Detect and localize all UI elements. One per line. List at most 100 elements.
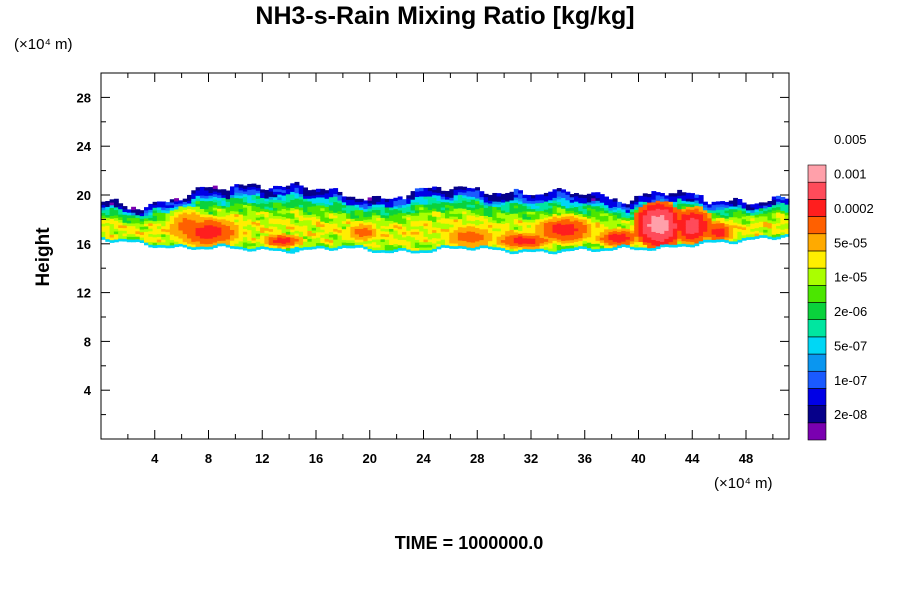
field-cell <box>268 217 274 222</box>
field-cell <box>294 216 300 221</box>
field-cell <box>599 204 605 209</box>
field-cell <box>681 221 687 226</box>
field-cell <box>496 222 502 226</box>
field-cell <box>500 244 506 249</box>
field-cell <box>535 221 541 225</box>
field-cell <box>660 235 665 240</box>
field-cell <box>268 204 274 208</box>
field-cell <box>204 203 210 207</box>
field-cell <box>238 213 244 218</box>
field-cell <box>316 231 321 236</box>
field-cell <box>672 220 678 224</box>
field-cell <box>242 228 248 232</box>
field-cell <box>187 229 192 234</box>
field-cell <box>694 197 700 201</box>
field-cell <box>728 224 734 228</box>
field-cell <box>311 192 317 196</box>
field-cell <box>363 208 369 212</box>
field-cell <box>436 189 442 193</box>
field-cell <box>440 206 446 211</box>
field-cell <box>376 246 382 251</box>
field-cell <box>565 213 571 217</box>
field-cell <box>475 246 480 250</box>
field-cell <box>384 212 390 216</box>
field-cell <box>608 207 614 211</box>
field-cell <box>337 232 343 236</box>
field-cell <box>182 238 188 243</box>
field-cell <box>234 205 240 209</box>
field-cell <box>436 211 442 215</box>
field-cell <box>707 212 713 216</box>
field-cell <box>204 192 210 196</box>
field-cell <box>199 224 205 228</box>
field-cell <box>247 240 253 244</box>
field-cell <box>586 196 592 200</box>
field-cell <box>771 201 777 206</box>
field-cell <box>586 209 592 214</box>
field-cell <box>574 217 579 221</box>
field-cell <box>212 231 218 235</box>
field-cell <box>715 228 721 232</box>
field-cell <box>187 197 192 201</box>
field-cell <box>144 215 149 219</box>
field-cell <box>208 203 214 207</box>
field-cell <box>221 224 227 228</box>
field-cell <box>737 223 743 227</box>
field-cell <box>466 246 472 251</box>
field-cell <box>728 238 734 242</box>
field-cell <box>698 227 704 231</box>
field-cell <box>359 225 364 229</box>
field-cell <box>144 209 149 214</box>
field-cell <box>698 216 704 220</box>
field-cell <box>350 199 356 203</box>
field-cell <box>182 233 188 237</box>
field-cell <box>513 199 519 203</box>
field-cell <box>724 209 730 214</box>
field-cell <box>750 220 756 224</box>
field-cell <box>191 214 197 218</box>
field-cell <box>285 223 291 227</box>
field-cell <box>242 223 248 227</box>
field-cell <box>238 184 244 188</box>
field-cell <box>466 244 472 248</box>
field-cell <box>531 205 536 210</box>
field-cell <box>453 226 459 231</box>
field-cell <box>255 230 261 234</box>
field-cell <box>608 212 614 216</box>
field-cell <box>604 228 609 233</box>
field-cell <box>419 193 425 197</box>
field-cell <box>217 229 222 233</box>
field-cell <box>156 217 162 221</box>
field-cell <box>698 221 704 226</box>
field-cell <box>346 242 351 246</box>
field-cell <box>694 240 700 244</box>
field-cell <box>647 196 652 200</box>
field-cell <box>642 244 648 248</box>
field-cell <box>208 238 214 242</box>
field-cell <box>414 247 420 251</box>
field-cell <box>156 236 162 240</box>
x-tick-label: 36 <box>578 451 592 466</box>
field-cell <box>509 191 515 196</box>
field-cell <box>230 197 235 201</box>
field-cell <box>462 216 468 220</box>
field-cell <box>152 217 158 222</box>
field-cell <box>346 218 351 222</box>
field-cell <box>556 236 562 240</box>
field-cell <box>303 200 308 205</box>
field-cell <box>586 244 592 249</box>
field-cell <box>113 204 119 208</box>
field-cell <box>655 202 661 207</box>
field-cell <box>629 211 635 215</box>
field-cell <box>625 204 631 208</box>
field-cell <box>479 204 485 208</box>
field-cell <box>629 222 635 226</box>
field-cell <box>690 244 695 248</box>
field-cell <box>113 201 119 205</box>
field-cell <box>539 215 545 220</box>
field-cell <box>724 231 730 235</box>
field-cell <box>445 231 450 235</box>
field-cell <box>445 207 450 211</box>
field-cell <box>642 241 648 245</box>
field-cell <box>453 202 459 206</box>
